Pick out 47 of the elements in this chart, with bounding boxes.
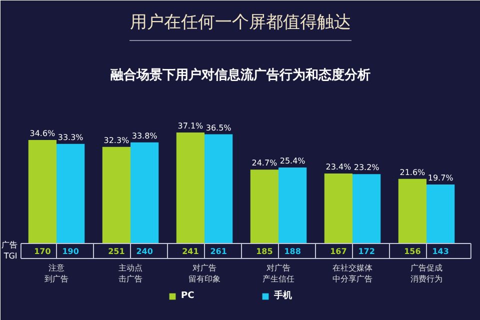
data-label: 23.2% [354,163,380,172]
text: 185 [256,247,274,256]
text: 188 [284,247,302,256]
text: 190 [62,247,80,256]
text: 170 [34,247,52,256]
data-label: 36.5% [206,123,232,132]
data-label: 33.8% [132,131,158,140]
text: 251 [108,247,126,256]
text: 240 [136,247,154,256]
bar [398,178,426,244]
data-label: 34.6% [30,128,56,138]
x-tick-label: 对广告留有印象 [188,264,220,284]
legend-label: 手机 [274,289,293,302]
x-tick-label: 在社交媒体中分享广告 [332,264,372,284]
data-label: 33.3% [58,132,84,142]
bar [56,144,85,244]
data-label: 25.4% [280,156,306,166]
x-tick-label: 对广告产生信任 [262,264,294,284]
chart-title: 用户在任何一个屏都值得触达 [130,12,351,32]
bar [176,132,204,244]
bar [250,170,278,244]
data-label: 19.7% [428,174,454,183]
bar [102,146,130,244]
chart-subtitle: 融合场景下用户对信息流广告行为和态度分析 [110,67,370,83]
text: 广告 TGI [1,240,18,260]
text: 167 [330,247,347,256]
text: 156 [404,247,422,256]
bar [204,134,233,244]
data-label: 37.1% [178,122,204,130]
text: 172 [358,247,375,256]
text: 241 [182,247,200,256]
data-label: 24.7% [252,158,278,168]
bar [352,174,381,244]
data-label: 32.3% [104,136,130,145]
data-label: 21.6% [400,168,426,177]
x-tick-label: 广告促成消费行为 [410,264,442,284]
x-tick-label: 主动点击广告 [118,264,142,284]
text: 261 [210,247,228,256]
bar [28,140,56,244]
bar [426,184,455,244]
x-tick-label: 注意到广告 [44,264,68,284]
bar [324,173,352,244]
bar [130,142,159,244]
bar [278,168,307,244]
text: 143 [432,247,449,256]
legend-label: PC [181,290,196,300]
data-label: 23.4% [326,162,352,172]
